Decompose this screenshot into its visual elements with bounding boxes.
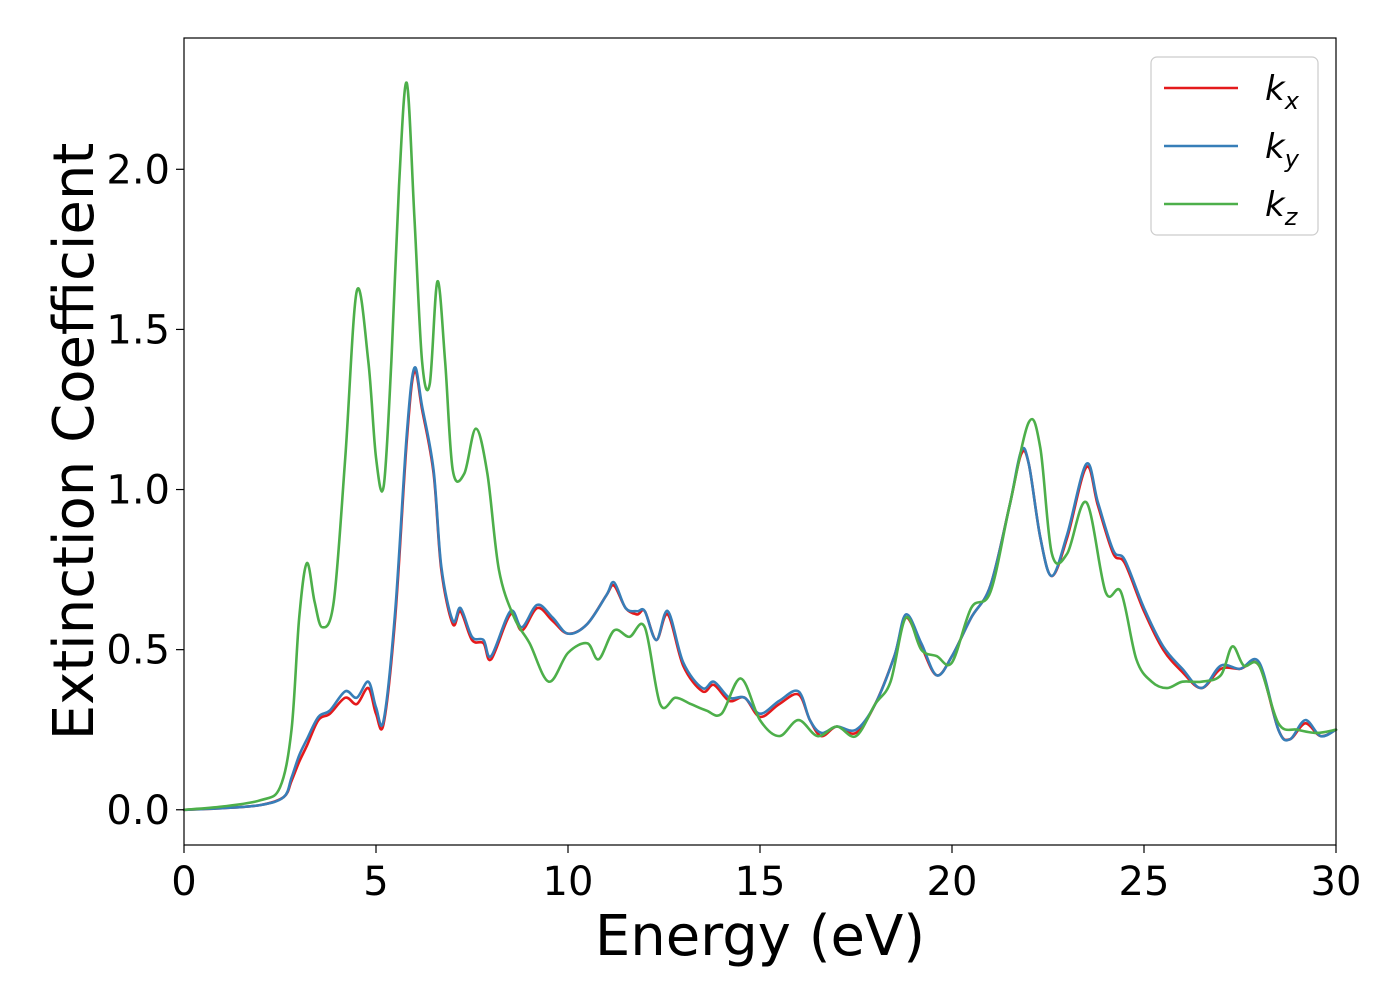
series-line-ky [182, 366, 1338, 812]
x-tick-label: 20 [927, 859, 978, 905]
legend-label-subscript: z [1284, 203, 1299, 231]
legend-label-subscript: y [1284, 145, 1300, 173]
x-tick-label: 25 [1119, 859, 1170, 905]
ticks-layer: 0 5 10 15 20 25 30 0.0 0.5 1.0 1.5 2.0 [106, 147, 1361, 905]
x-axis-title: Energy (eV) [595, 904, 925, 969]
y-tick-label: 0.0 [106, 788, 170, 834]
y-tick-label: 1.5 [106, 307, 170, 353]
legend-label-base: k [1265, 127, 1286, 167]
x-tick-label: 5 [363, 859, 388, 905]
y-tick-label: 1.0 [106, 468, 170, 514]
series-line-kz [182, 81, 1338, 812]
legend-label-subscript: x [1284, 87, 1300, 115]
series-layer [182, 81, 1338, 812]
y-axis-title: Extinction Coefficient [42, 143, 107, 741]
x-tick-label: 0 [171, 859, 196, 905]
legend-label-base: k [1265, 69, 1286, 109]
legend-label-kx: kx [1265, 69, 1300, 115]
x-tick-label: 15 [735, 859, 786, 905]
legend-label-kz: kz [1265, 185, 1299, 231]
x-tick-label: 10 [543, 859, 594, 905]
y-tick-label: 2.0 [106, 147, 170, 193]
legend-label-base: k [1265, 185, 1286, 225]
y-tick-label: 0.5 [106, 628, 170, 674]
legend-label-ky: ky [1265, 127, 1300, 173]
x-tick-label: 30 [1311, 859, 1362, 905]
